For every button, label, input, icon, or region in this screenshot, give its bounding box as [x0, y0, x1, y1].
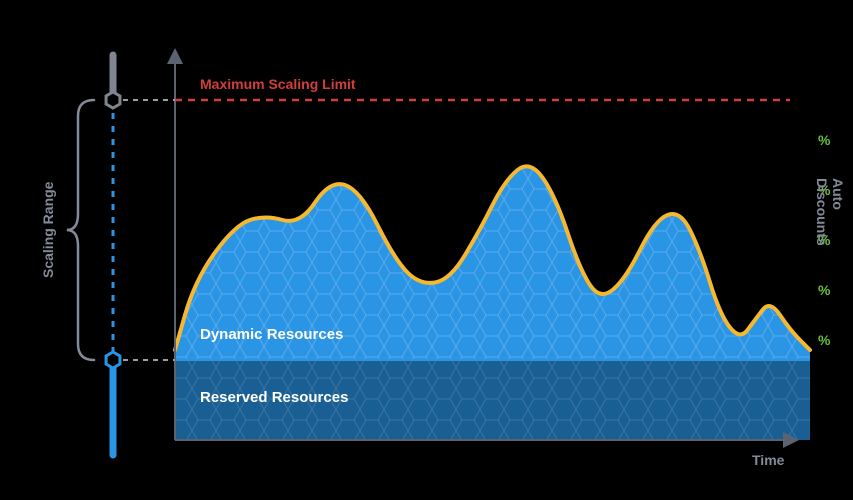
auto-discounts-label: Auto Discounts — [814, 178, 846, 246]
scaling-range-label: Scaling Range — [40, 182, 56, 278]
dynamic-resources-label: Dynamic Resources — [200, 326, 343, 343]
discount-tick: % — [818, 332, 831, 348]
discount-tick: % — [818, 132, 831, 148]
slider-handle[interactable] — [106, 352, 120, 368]
discount-tick: % — [818, 282, 831, 298]
scaling-range-brace — [67, 100, 94, 360]
x-axis-label: Time — [752, 452, 784, 468]
scaling-diagram: %%%%% Maximum Scaling Limit Dynamic Reso… — [0, 0, 853, 500]
max-scaling-label: Maximum Scaling Limit — [200, 76, 356, 92]
reserved-resources-label: Reserved Resources — [200, 389, 348, 406]
diagram-svg: %%%%% — [0, 0, 853, 500]
slider-handle[interactable] — [106, 92, 120, 108]
